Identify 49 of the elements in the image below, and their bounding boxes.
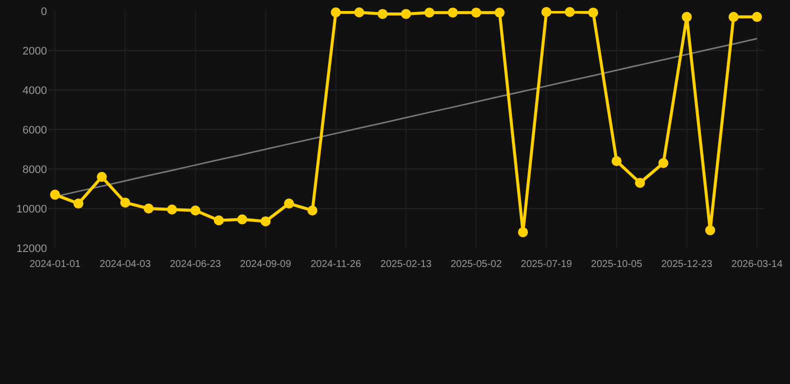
point: [448, 8, 458, 18]
point: [214, 215, 224, 226]
point: [588, 8, 598, 18]
y-tick-label: 12000: [16, 242, 47, 255]
point: [752, 12, 762, 22]
x-tick-label: 2025-10-05: [591, 259, 643, 270]
point: [190, 205, 200, 216]
point: [167, 204, 178, 214]
y-tick-label: 4000: [22, 84, 47, 97]
x-tick-label: 2025-02-13: [380, 259, 432, 270]
point: [260, 216, 271, 226]
y-tick-label: 0: [40, 6, 47, 18]
point: [471, 8, 482, 18]
x-tick-label: 2024-01-01: [29, 259, 82, 270]
point: [307, 205, 318, 216]
y-tick-label: 8000: [22, 164, 47, 176]
point: [354, 7, 364, 18]
point: [494, 8, 505, 18]
point: [424, 8, 434, 18]
point: [378, 8, 388, 19]
point: [284, 198, 294, 209]
point: [682, 12, 692, 22]
y-tick-label: 2000: [22, 45, 47, 58]
point: [120, 198, 130, 208]
y-tick-label: 10000: [16, 203, 47, 216]
point: [705, 225, 716, 236]
point: [73, 198, 84, 209]
point: [50, 190, 60, 200]
point: [658, 158, 668, 168]
point: [237, 214, 248, 224]
point: [541, 6, 552, 17]
point: [96, 172, 107, 182]
x-tick-label: 2024-04-03: [100, 259, 152, 270]
point: [564, 6, 575, 17]
x-tick-label: 2025-05-02: [450, 259, 502, 270]
point: [330, 7, 341, 18]
point: [634, 178, 645, 188]
x-tick-label: 2024-09-09: [240, 259, 292, 270]
y-tick-label: 6000: [22, 124, 47, 136]
point: [401, 8, 411, 19]
x-tick-label: 2024-11-26: [310, 259, 362, 270]
x-tick-label: 2025-07-19: [520, 259, 572, 270]
point: [144, 204, 154, 214]
point: [518, 227, 528, 238]
x-tick-label: 2025-12-23: [661, 259, 713, 270]
x-tick-label: 2026-03-14: [731, 259, 783, 270]
point: [612, 156, 622, 166]
point: [728, 12, 739, 22]
x-tick-label: 2024-06-23: [170, 259, 222, 270]
